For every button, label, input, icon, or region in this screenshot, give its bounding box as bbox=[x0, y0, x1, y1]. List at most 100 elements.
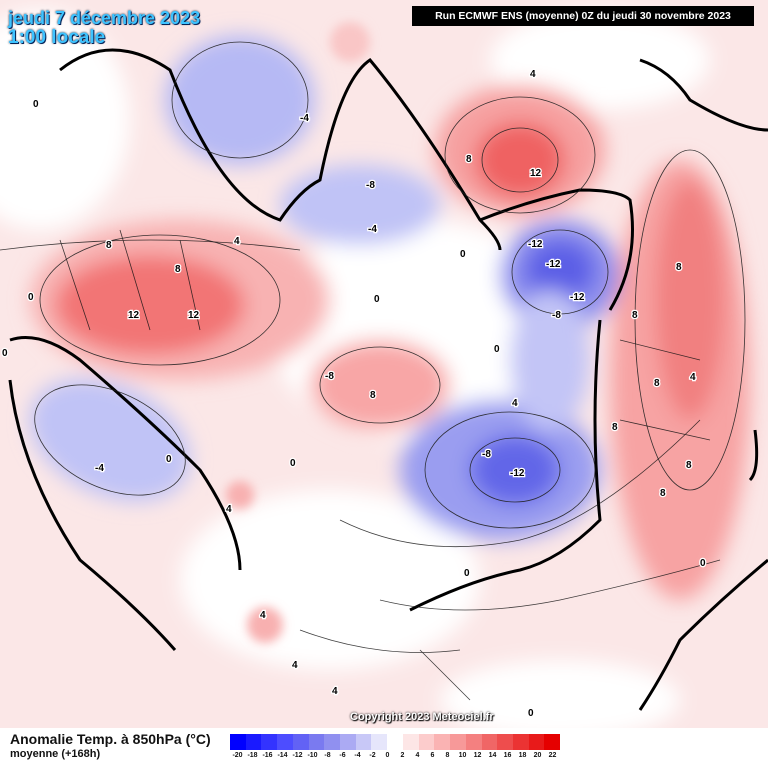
colorbar-tick-label: -4 bbox=[354, 752, 361, 759]
colorbar-swatch bbox=[387, 734, 403, 750]
neutral-zone bbox=[490, 10, 710, 110]
colorbar-swatch bbox=[497, 734, 513, 750]
contour-line bbox=[481, 127, 559, 193]
graticule-line bbox=[379, 559, 721, 611]
contour-label-group: -12 -12 -12 -12 -8 -8 -8 -8 -4 -4 -4 0 0… bbox=[1, 68, 708, 721]
contour-label: 12 bbox=[530, 168, 542, 179]
graticule-line bbox=[419, 649, 471, 701]
contour-label: -12 bbox=[546, 259, 561, 270]
colorbar bbox=[230, 734, 561, 750]
graticule-line bbox=[299, 629, 461, 653]
coastline-asia-south bbox=[409, 319, 602, 612]
contour-label: -8 bbox=[482, 449, 491, 460]
colorbar-swatch bbox=[308, 734, 325, 750]
colorbar-swatch bbox=[245, 734, 262, 750]
contour-label: -8 bbox=[325, 371, 334, 382]
time-line: 1:00 locale bbox=[8, 27, 106, 48]
contour-label: 8 bbox=[106, 240, 112, 251]
contour-label: 8 bbox=[654, 378, 660, 389]
contour-line bbox=[319, 346, 441, 424]
cold-anomaly-europe-core bbox=[470, 435, 560, 505]
graticule-line bbox=[59, 239, 91, 331]
warm-anomaly-siberia-core bbox=[475, 122, 565, 198]
anomaly-fields bbox=[0, 10, 750, 728]
colorbar-swatch bbox=[355, 734, 372, 750]
contour-label: 8 bbox=[686, 460, 692, 471]
coastline-pacific-rim bbox=[8, 379, 177, 651]
colorbar-swatch bbox=[371, 734, 388, 750]
temperature-anomaly-map: -12 -12 -12 -12 -8 -8 -8 -8 -4 -4 -4 0 0… bbox=[0, 0, 768, 728]
contour-label: 0 bbox=[166, 454, 172, 465]
contour-line bbox=[511, 229, 609, 315]
cold-anomaly-arctic bbox=[280, 165, 440, 245]
legend-footer: Anomalie Temp. à 850hPa (°C) moyenne (+1… bbox=[0, 728, 768, 768]
warm-patch bbox=[330, 22, 370, 62]
graticule-line bbox=[179, 239, 201, 331]
contour-label: -4 bbox=[95, 463, 104, 474]
coastline-asia-east bbox=[639, 58, 768, 132]
colorbar-tick-label: -12 bbox=[292, 752, 303, 759]
graticule-lines bbox=[0, 229, 721, 701]
cold-anomaly-west-us bbox=[29, 378, 191, 502]
run-info-banner: Run ECMWF ENS (moyenne) 0Z du jeudi 30 n… bbox=[412, 6, 754, 26]
contour-label: 8 bbox=[612, 422, 618, 433]
contour-label: -12 bbox=[570, 292, 585, 303]
cold-anomaly-north-siberia-core bbox=[525, 240, 595, 300]
neutral-zone bbox=[0, 10, 130, 230]
graticule-line bbox=[619, 339, 701, 361]
cold-anomaly-connection bbox=[510, 290, 590, 430]
contour-label: 4 bbox=[234, 236, 240, 247]
contour-label: 0 bbox=[700, 558, 706, 569]
colorbar-tick-label: -18 bbox=[247, 752, 258, 759]
coastline-north-america-west bbox=[9, 336, 242, 571]
colorbar-swatch bbox=[340, 734, 356, 750]
colorbar-tick-label: 12 bbox=[473, 752, 482, 759]
copyright-notice: Copyright 2023 Meteociel.fr bbox=[350, 711, 494, 723]
contour-label: 0 bbox=[460, 249, 466, 260]
contour-label: 4 bbox=[690, 372, 696, 383]
graticule-line bbox=[0, 239, 301, 251]
colorbar-swatch bbox=[402, 734, 419, 750]
colorbar-swatch bbox=[261, 734, 278, 750]
contour-label: 4 bbox=[332, 686, 338, 697]
contour-line bbox=[39, 234, 281, 366]
colorbar-tick-label: 22 bbox=[548, 752, 557, 759]
colorbar-swatch bbox=[277, 734, 293, 750]
colorbar-swatch bbox=[512, 734, 529, 750]
colorbar-tick-label: -8 bbox=[324, 752, 331, 759]
warm-anomaly-arctic bbox=[310, 340, 450, 430]
coastline-alaska bbox=[59, 48, 502, 251]
contour-line bbox=[444, 96, 596, 214]
contour-line bbox=[34, 384, 186, 496]
colorbar-tick-label: -20 bbox=[232, 752, 243, 759]
contour-label: 0 bbox=[290, 458, 296, 469]
graticule-line bbox=[119, 229, 151, 331]
contour-label: 0 bbox=[528, 708, 534, 719]
colorbar-swatch bbox=[324, 734, 341, 750]
contour-line bbox=[424, 411, 596, 529]
coastline-kamchatka bbox=[748, 429, 759, 482]
graticule-line bbox=[619, 419, 711, 441]
colorbar-swatch bbox=[418, 734, 435, 750]
colorbar-tick-label: 18 bbox=[518, 752, 527, 759]
contour-label: 0 bbox=[374, 294, 380, 305]
colorbar-swatch bbox=[230, 734, 246, 750]
colorbar-tick-label: 20 bbox=[533, 752, 542, 759]
contour-label: 8 bbox=[466, 154, 472, 165]
legend-title: Anomalie Temp. à 850hPa (°C) bbox=[10, 731, 211, 747]
graticule-line bbox=[339, 419, 701, 548]
contour-lines bbox=[34, 41, 746, 529]
contour-label: 0 bbox=[464, 568, 470, 579]
contour-label: 8 bbox=[175, 264, 181, 275]
contour-label: 4 bbox=[260, 610, 266, 621]
colorbar-swatch bbox=[481, 734, 498, 750]
contour-label: -4 bbox=[300, 113, 309, 124]
contour-label: -12 bbox=[528, 239, 543, 250]
colorbar-ticks: -20 -18 -16 -14 -12 -10 -8 -6 -4 -2 0 2 4 6 8 10 12 14 16 1… bbox=[230, 752, 580, 764]
contour-label: -8 bbox=[552, 310, 561, 321]
date-line: jeudi 7 décembre 2023 bbox=[8, 8, 201, 28]
colorbar-tick-label: 14 bbox=[488, 752, 497, 759]
small-anomaly-patches bbox=[226, 22, 370, 643]
contour-label: 8 bbox=[632, 310, 638, 321]
colorbar-tick-label: -2 bbox=[369, 752, 376, 759]
